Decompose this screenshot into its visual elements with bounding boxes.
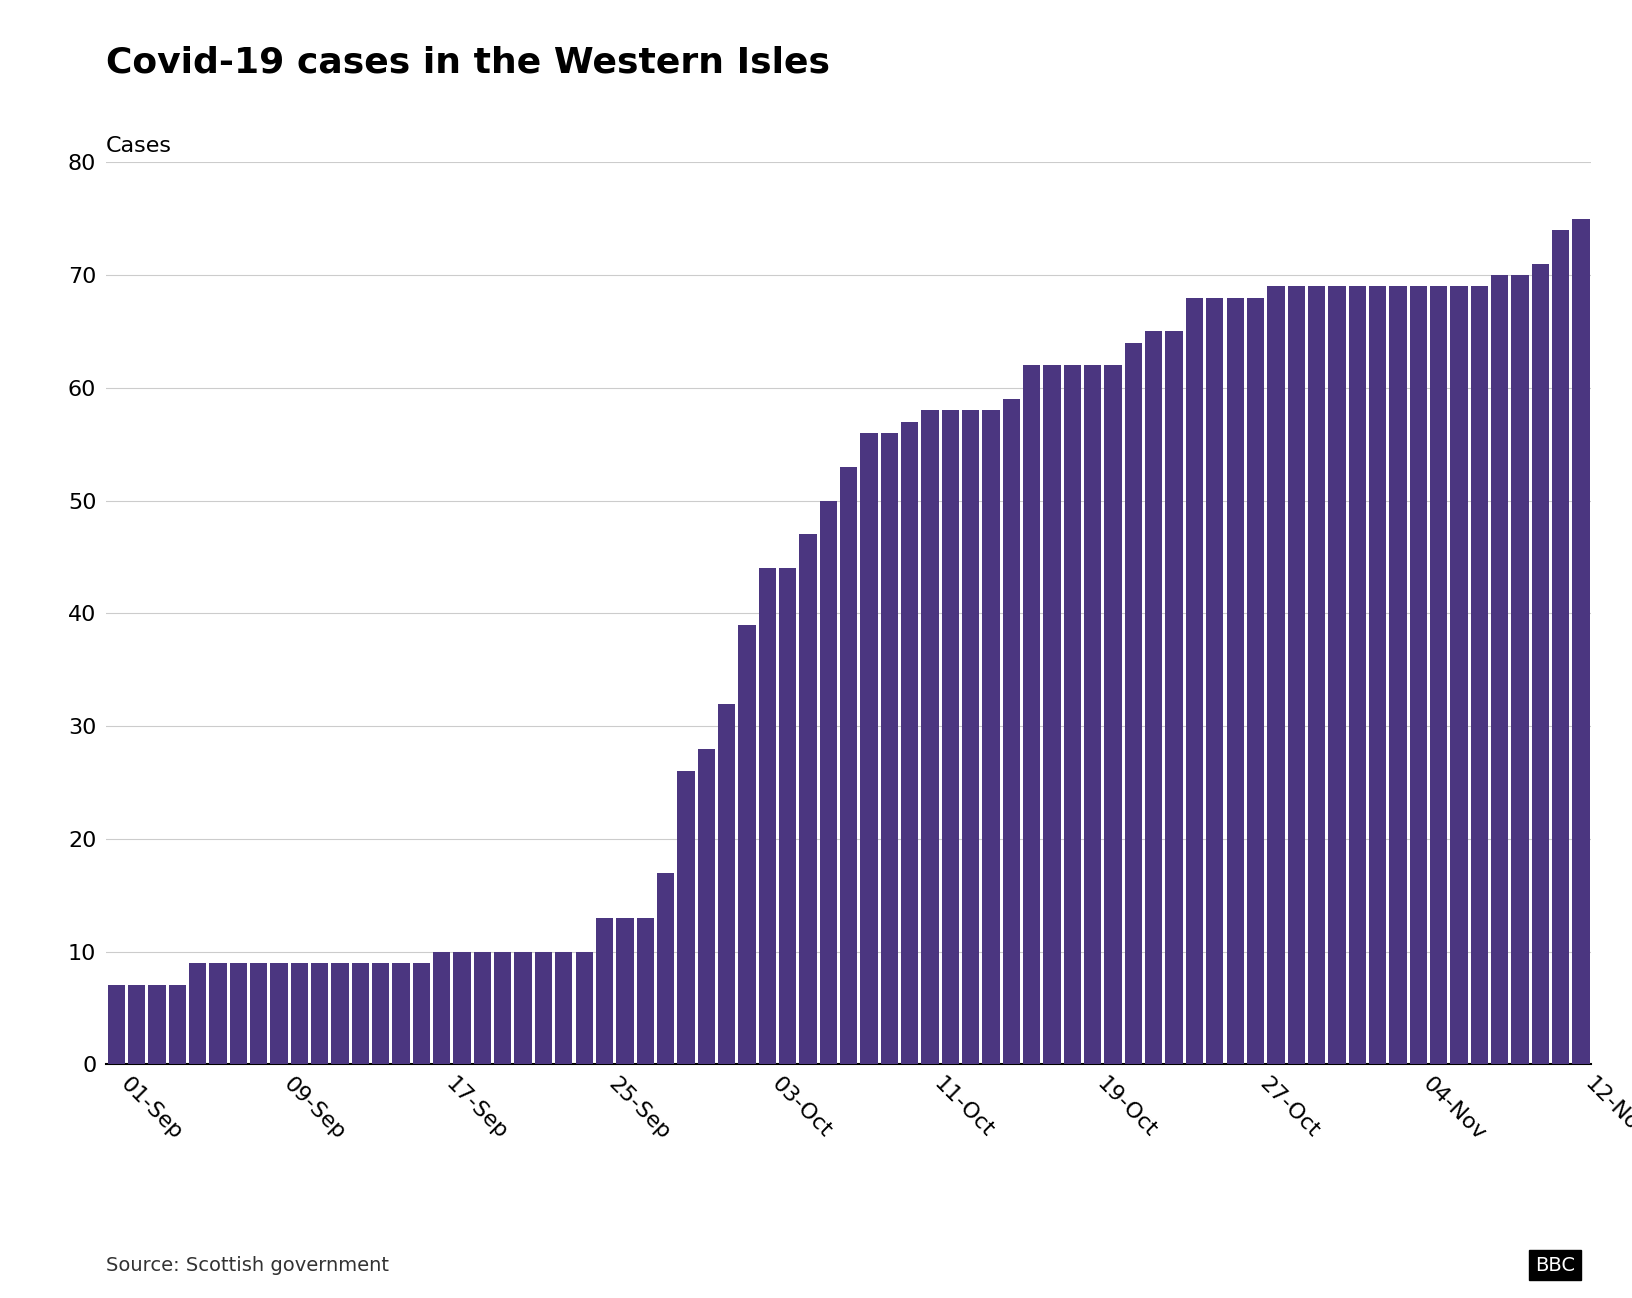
Bar: [353, 963, 369, 1064]
Bar: [1552, 230, 1570, 1064]
Bar: [1206, 297, 1224, 1064]
Bar: [1288, 287, 1306, 1064]
Bar: [759, 569, 775, 1064]
Bar: [149, 985, 165, 1064]
Text: BBC: BBC: [1534, 1255, 1575, 1275]
Bar: [1064, 365, 1080, 1064]
Text: Cases: Cases: [106, 136, 171, 156]
Bar: [1572, 218, 1590, 1064]
Bar: [1451, 287, 1467, 1064]
Bar: [1511, 275, 1529, 1064]
Bar: [576, 951, 592, 1064]
Bar: [1165, 331, 1183, 1064]
Text: Covid-19 cases in the Western Isles: Covid-19 cases in the Western Isles: [106, 45, 831, 79]
Bar: [617, 918, 633, 1064]
Bar: [230, 963, 246, 1064]
Bar: [1492, 275, 1508, 1064]
Bar: [697, 749, 715, 1064]
Bar: [1227, 297, 1244, 1064]
Bar: [1369, 287, 1386, 1064]
Bar: [1389, 287, 1407, 1064]
Bar: [1124, 343, 1142, 1064]
Bar: [1328, 287, 1345, 1064]
Bar: [1084, 365, 1102, 1064]
Bar: [658, 872, 674, 1064]
Bar: [982, 410, 1000, 1064]
Bar: [1348, 287, 1366, 1064]
Bar: [1410, 287, 1426, 1064]
Bar: [290, 963, 308, 1064]
Bar: [514, 951, 532, 1064]
Bar: [677, 771, 695, 1064]
Bar: [1470, 287, 1488, 1064]
Bar: [819, 501, 837, 1064]
Bar: [271, 963, 287, 1064]
Bar: [1430, 287, 1448, 1064]
Bar: [250, 963, 268, 1064]
Bar: [1307, 287, 1325, 1064]
Bar: [392, 963, 410, 1064]
Bar: [718, 704, 736, 1064]
Bar: [636, 918, 654, 1064]
Bar: [1043, 365, 1061, 1064]
Bar: [840, 467, 857, 1064]
Bar: [1532, 263, 1549, 1064]
Bar: [1186, 297, 1203, 1064]
Bar: [1266, 287, 1284, 1064]
Bar: [413, 963, 431, 1064]
Bar: [860, 434, 878, 1064]
Bar: [881, 434, 898, 1064]
Bar: [168, 985, 186, 1064]
Bar: [1146, 331, 1162, 1064]
Bar: [1023, 365, 1040, 1064]
Bar: [535, 951, 552, 1064]
Bar: [778, 569, 796, 1064]
Bar: [473, 951, 491, 1064]
Bar: [596, 918, 614, 1064]
Bar: [331, 963, 349, 1064]
Bar: [738, 624, 756, 1064]
Bar: [555, 951, 573, 1064]
Bar: [108, 985, 126, 1064]
Bar: [1105, 365, 1121, 1064]
Text: Source: Scottish government: Source: Scottish government: [106, 1255, 388, 1275]
Bar: [209, 963, 227, 1064]
Bar: [432, 951, 450, 1064]
Bar: [127, 985, 145, 1064]
Bar: [454, 951, 470, 1064]
Bar: [312, 963, 328, 1064]
Bar: [494, 951, 511, 1064]
Bar: [800, 535, 816, 1064]
Bar: [1002, 398, 1020, 1064]
Bar: [189, 963, 206, 1064]
Bar: [372, 963, 390, 1064]
Bar: [942, 410, 960, 1064]
Bar: [922, 410, 938, 1064]
Bar: [1247, 297, 1265, 1064]
Bar: [901, 422, 919, 1064]
Bar: [961, 410, 979, 1064]
